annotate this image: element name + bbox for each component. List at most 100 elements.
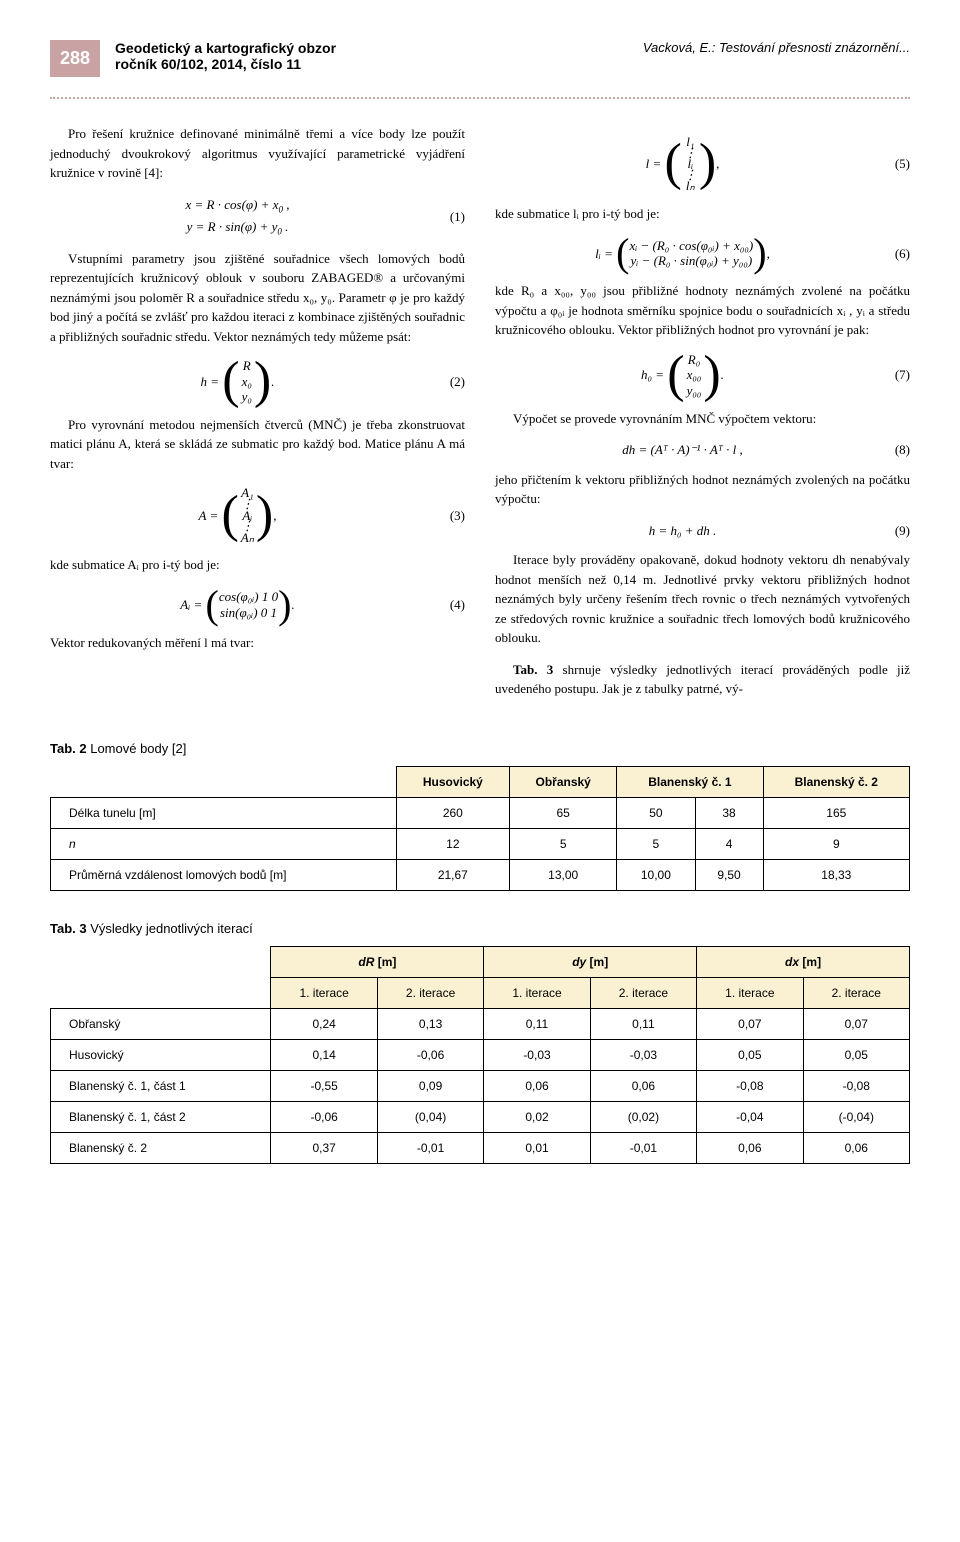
equation-4: Aᵢ = ( cos(φ₀ᵢ) 1 0 sin(φ₀ᵢ) 0 1 ) . (4): [50, 587, 465, 623]
para: Pro vyrovnání metodou nejmenších čtverců…: [50, 415, 465, 474]
page-number: 288: [50, 40, 100, 77]
col-header: Blanenský č. 2: [763, 766, 909, 797]
row-label: Blanenský č. 2: [51, 1132, 271, 1163]
sub-header: 1. iterace: [271, 977, 377, 1008]
eq-number: (2): [425, 372, 465, 392]
equation-6: lᵢ = ( xᵢ − (R₀ · cos(φ₀ᵢ) + x₀₀) yᵢ − (…: [495, 235, 910, 271]
eq-el: Aₙ: [241, 530, 254, 546]
cell: -0,08: [697, 1070, 803, 1101]
row-label: Obřanský: [51, 1008, 271, 1039]
table-row: Obřanský 0,24 0,13 0,11 0,11 0,07 0,07: [51, 1008, 910, 1039]
table-row: Husovický 0,14 -0,06 -0,03 -0,03 0,05 0,…: [51, 1039, 910, 1070]
eq-number: (4): [425, 595, 465, 615]
para: Vstupními parametry jsou zjištěné souřad…: [50, 249, 465, 347]
cell: (-0,04): [803, 1101, 909, 1132]
eq-el: xᵢ − (R₀ · cos(φ₀ᵢ) + x₀₀): [629, 238, 753, 254]
sub-header: 1. iterace: [484, 977, 590, 1008]
cell: (0,04): [377, 1101, 483, 1132]
eq-el: x₀: [242, 374, 252, 390]
header-separator: [50, 97, 910, 99]
col-header: dy [m]: [484, 946, 697, 977]
eq-number: (8): [870, 440, 910, 460]
cell: (0,02): [590, 1101, 696, 1132]
left-column: Pro řešení kružnice definované minimálně…: [50, 124, 465, 711]
right-column: l = ( l₁ ⋮ lᵢ ⋮ lₙ ) , (5) kde submatice…: [495, 124, 910, 711]
journal-issue: ročník 60/102, 2014, číslo 11: [115, 56, 643, 72]
para-tail: shrnuje výsledky jednotlivých iterací pr…: [495, 662, 910, 697]
equation-9: h = h₀ + dh . (9): [495, 521, 910, 541]
cell: 0,05: [803, 1039, 909, 1070]
equation-7: h₀ = ( R₀ x₀₀ y₀₀ ) . (7): [495, 352, 910, 399]
para: kde submatice lᵢ pro i-tý bod je:: [495, 204, 910, 224]
col-header: Obřanský: [510, 766, 617, 797]
col-header: Blanenský č. 1: [617, 766, 763, 797]
para: Pro řešení kružnice definované minimálně…: [50, 124, 465, 183]
table-row: dR [m] dy [m] dx [m]: [51, 946, 910, 977]
sub-header: 1. iterace: [697, 977, 803, 1008]
row-label: Blanenský č. 1, část 1: [51, 1070, 271, 1101]
journal-title: Geodetický a kartografický obzor: [115, 40, 643, 56]
cell: 0,11: [484, 1008, 590, 1039]
cell: 13,00: [510, 859, 617, 890]
eq-el: lₙ: [686, 178, 695, 194]
col-header: Husovický: [396, 766, 510, 797]
para: kde R₀ a x₀₀, y₀₀ jsou přibližné hodnoty…: [495, 281, 910, 340]
table2-caption: Tab. 2 Lomové body [2]: [50, 741, 910, 756]
table-row: Průměrná vzdálenost lomových bodů [m] 21…: [51, 859, 910, 890]
table-row: n 12 5 5 4 9: [51, 828, 910, 859]
cell: 9: [763, 828, 909, 859]
cell: -0,01: [377, 1132, 483, 1163]
table-row: Délka tunelu [m] 260 65 50 38 165: [51, 797, 910, 828]
eq-number: (1): [425, 207, 465, 227]
cell: 0,06: [697, 1132, 803, 1163]
cell: 0,05: [697, 1039, 803, 1070]
table-row: Blanenský č. 1, část 1 -0,55 0,09 0,06 0…: [51, 1070, 910, 1101]
eq-number: (6): [870, 244, 910, 264]
cell: -0,03: [590, 1039, 696, 1070]
eq-number: (7): [870, 365, 910, 385]
para: Výpočet se provede vyrovnáním MNČ výpočt…: [495, 409, 910, 429]
cell: 0,24: [271, 1008, 377, 1039]
cell: 0,02: [484, 1101, 590, 1132]
cell: -0,06: [377, 1039, 483, 1070]
eq-text: y = R · sin(φ) + y: [187, 219, 278, 234]
sub-header: 2. iterace: [377, 977, 483, 1008]
para: Vektor redukovaných měření l má tvar:: [50, 633, 465, 653]
eq-el: yᵢ − (R₀ · sin(φ₀ᵢ) + y₀₀): [631, 253, 753, 269]
eq-el: x₀₀: [687, 367, 702, 383]
cell: -0,08: [803, 1070, 909, 1101]
table-row: Blanenský č. 2 0,37 -0,01 0,01 -0,01 0,0…: [51, 1132, 910, 1163]
para: kde submatice Aᵢ pro i-tý bod je:: [50, 555, 465, 575]
eq-text: x = R · cos(φ) + x: [186, 197, 279, 212]
cell: 165: [763, 797, 909, 828]
cell: -0,01: [590, 1132, 696, 1163]
eq-text: dh = (Aᵀ · A)⁻¹ · Aᵀ · l ,: [495, 440, 870, 460]
cell: 50: [617, 797, 695, 828]
row-label: n: [51, 828, 397, 859]
cell: 0,09: [377, 1070, 483, 1101]
table3: dR [m] dy [m] dx [m] 1. iterace 2. itera…: [50, 946, 910, 1164]
cell: 260: [396, 797, 510, 828]
cell: -0,55: [271, 1070, 377, 1101]
cell: 0,07: [803, 1008, 909, 1039]
row-label: Průměrná vzdálenost lomových bodů [m]: [51, 859, 397, 890]
eq-el: R₀: [688, 352, 700, 368]
cell: 4: [695, 828, 763, 859]
equation-3: A = ( A₁ ⋮ Aᵢ ⋮ Aₙ ) , (3): [50, 485, 465, 545]
eq-lhs: Aᵢ =: [180, 595, 202, 615]
cell: 0,07: [697, 1008, 803, 1039]
sub-header: 2. iterace: [590, 977, 696, 1008]
cell: 9,50: [695, 859, 763, 890]
cell: 18,33: [763, 859, 909, 890]
eq-lhs: A =: [198, 506, 218, 526]
cell: -0,04: [697, 1101, 803, 1132]
cell: 38: [695, 797, 763, 828]
table-row: Husovický Obřanský Blanenský č. 1 Blanen…: [51, 766, 910, 797]
cell: 0,06: [484, 1070, 590, 1101]
col-header: dR [m]: [271, 946, 484, 977]
cell: 65: [510, 797, 617, 828]
eq-number: (5): [870, 154, 910, 174]
eq-lhs: h₀ =: [641, 365, 664, 385]
eq-el: y₀: [242, 389, 252, 405]
row-label: Husovický: [51, 1039, 271, 1070]
